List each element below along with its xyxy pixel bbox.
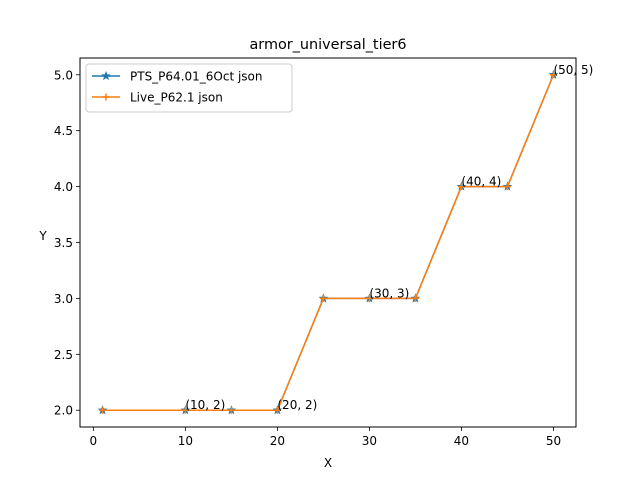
- x-tick-label: 30: [362, 434, 377, 448]
- axis-ticks: 0 10 20 30 40 50 2.0 2.5 3.0 3.5 4.0 4.5 5.0: [54, 68, 561, 448]
- data-point-marker: [365, 294, 373, 302]
- x-tick-label: 50: [546, 434, 561, 448]
- y-tick-label: 4.5: [54, 124, 73, 138]
- data-point-marker: [319, 294, 327, 302]
- data-point-marker: [503, 183, 511, 191]
- y-tick-label: 5.0: [54, 68, 73, 82]
- data-point-annotation: (50, 5): [553, 63, 593, 77]
- legend: PTS_P64.01_6Oct json Live_P62.1 json: [85, 63, 293, 113]
- data-point-annotation: (30, 3): [369, 286, 409, 300]
- y-tick-label: 3.5: [54, 236, 73, 250]
- series-2: [99, 71, 557, 414]
- legend-marker: [101, 70, 111, 81]
- y-tick-label: 2.5: [54, 348, 73, 362]
- chart-title: armor_universal_tier6: [249, 37, 406, 53]
- data-point-marker: [457, 183, 465, 191]
- x-tick-label: 10: [178, 434, 193, 448]
- y-tick-label: 3.0: [54, 292, 73, 306]
- plot-area: (10, 2) (20, 2) (30, 3) (40, 4) (50, 5): [97, 63, 593, 415]
- data-point-annotation: (40, 4): [461, 175, 501, 189]
- legend-box: [85, 63, 293, 113]
- x-tick-label: 20: [270, 434, 285, 448]
- data-point-marker: [181, 406, 189, 414]
- x-tick-label: 0: [90, 434, 98, 448]
- data-point-marker: [99, 406, 107, 414]
- data-point-annotation: (10, 2): [185, 398, 225, 412]
- legend-label: PTS_P64.01_6Oct json: [130, 70, 263, 84]
- x-tick-label: 40: [454, 434, 469, 448]
- y-tick-label: 2.0: [54, 404, 73, 418]
- x-axis-label: X: [324, 456, 332, 470]
- legend-marker: [102, 93, 110, 101]
- data-point-marker: [273, 406, 281, 414]
- legend-label: Live_P62.1 json: [130, 91, 223, 105]
- data-point-marker: [411, 294, 419, 302]
- data-point-marker: [549, 71, 557, 79]
- data-point-annotation: (20, 2): [277, 398, 317, 412]
- data-point-marker: [227, 406, 235, 414]
- series-line: [102, 74, 555, 411]
- y-axis-label: Y: [38, 229, 47, 243]
- y-tick-label: 4.0: [54, 180, 73, 194]
